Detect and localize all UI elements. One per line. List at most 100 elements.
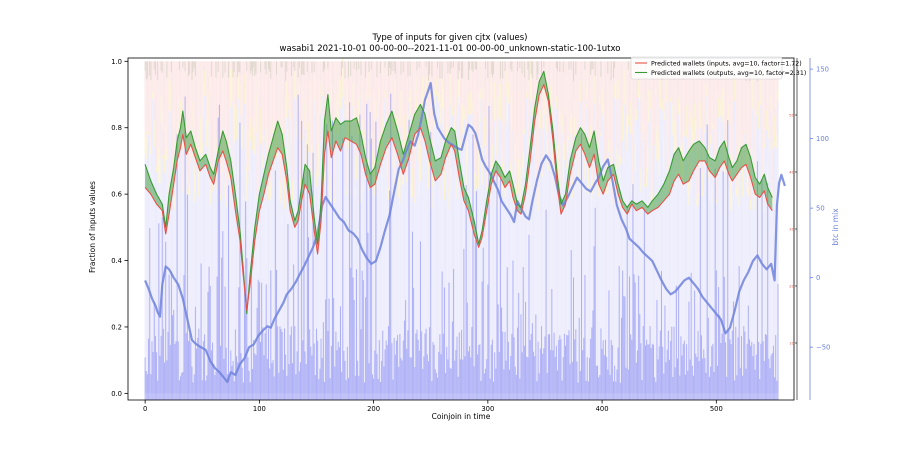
stripe-brown — [324, 61, 325, 69]
coinjoin-bar — [155, 336, 156, 400]
stripe-brown — [559, 61, 560, 72]
stripe-yellow — [173, 114, 174, 125]
stripe-brown — [188, 61, 189, 76]
stripe-pink — [265, 61, 266, 128]
coinjoin-bar — [145, 357, 146, 400]
stripe-brown — [532, 61, 533, 78]
stripe-yellow — [750, 200, 751, 210]
stripe-blue — [322, 96, 323, 394]
coinjoin-bar — [235, 329, 236, 400]
coinjoin-bar — [742, 376, 743, 400]
coinjoin-bar — [710, 367, 711, 400]
stripe-pink — [512, 61, 513, 178]
stripe-brown — [471, 61, 472, 70]
coinjoin-bar — [524, 346, 525, 400]
coinjoin-bar — [351, 136, 352, 400]
coinjoin-bar — [694, 291, 695, 400]
coinjoin-bar — [512, 261, 513, 400]
coinjoin-bar — [177, 134, 178, 400]
stripe-yellow — [486, 187, 487, 189]
stripe-yellow — [210, 190, 211, 205]
stripe-yellow — [640, 168, 641, 192]
stripe-blue — [539, 179, 540, 393]
stripe-pink — [607, 61, 608, 168]
coinjoin-bar — [398, 367, 399, 400]
coinjoin-bar — [211, 350, 212, 400]
stripe-pink — [631, 61, 632, 186]
stripe-pink — [227, 61, 228, 110]
stripe-yellow — [448, 186, 449, 209]
coinjoin-bar — [370, 112, 371, 400]
stripe-blue — [447, 157, 448, 394]
stripe-blue — [628, 126, 629, 393]
coinjoin-bar — [164, 363, 165, 400]
stripe-brown — [239, 61, 240, 72]
stripe-yellow — [307, 128, 308, 129]
stripe-brown — [543, 61, 544, 67]
stripe-brown — [222, 61, 223, 77]
stripe-pink — [235, 61, 236, 167]
stripe-pink — [538, 61, 539, 187]
coinjoin-bar — [562, 381, 563, 400]
stripe-yellow — [686, 105, 687, 138]
stripe-yellow — [244, 74, 245, 104]
stripe-pink — [526, 61, 527, 92]
coinjoin-bar — [445, 373, 446, 400]
stripe-yellow — [156, 166, 157, 172]
stripe-yellow — [597, 114, 598, 116]
coinjoin-bar — [749, 339, 750, 400]
stripe-pink — [549, 61, 550, 208]
coinjoin-bar — [747, 344, 748, 400]
coinjoin-bar — [588, 381, 589, 400]
stripe-brown — [511, 61, 512, 71]
stripe-yellow — [179, 96, 180, 107]
stripe-pink — [412, 61, 413, 168]
stripe-brown — [215, 61, 216, 77]
stripe-pink — [476, 61, 477, 176]
stripe-pink — [159, 61, 160, 159]
coinjoin-bar — [708, 318, 709, 400]
stripe-yellow — [346, 190, 347, 195]
stripe-yellow — [515, 144, 516, 175]
stripe-yellow — [347, 85, 348, 117]
stripe-blue — [398, 197, 399, 393]
coinjoin-bar — [772, 353, 773, 400]
coinjoin-bar — [378, 379, 379, 400]
coinjoin-bar — [669, 360, 670, 400]
coinjoin-bar — [239, 123, 240, 400]
coinjoin-bar — [574, 339, 575, 400]
coinjoin-bar — [322, 358, 323, 400]
stripe-yellow — [731, 180, 732, 210]
stripe-yellow — [151, 93, 152, 98]
stripe-yellow — [170, 81, 171, 111]
coinjoin-bar — [470, 357, 471, 400]
stripe-brown — [476, 61, 477, 70]
coinjoin-bar — [309, 329, 310, 400]
coinjoin-bar — [525, 302, 526, 400]
stripe-yellow — [197, 84, 198, 105]
coinjoin-bar — [503, 369, 504, 400]
stripe-blue — [484, 146, 485, 394]
stripe-blue — [289, 110, 290, 393]
stripe-brown — [254, 61, 255, 76]
coinjoin-bar — [760, 344, 761, 400]
stripe-blue — [431, 208, 432, 393]
y2-tick-label: 100 — [816, 135, 829, 143]
coinjoin-bar — [213, 364, 214, 400]
coinjoin-bar — [426, 329, 427, 400]
x-tick-label: 200 — [367, 405, 380, 413]
stripe-pink — [241, 61, 242, 85]
stripe-yellow — [618, 79, 619, 99]
coinjoin-bar — [225, 286, 226, 400]
stripe-pink — [618, 61, 619, 79]
coinjoin-bar — [743, 326, 744, 400]
coinjoin-bar — [675, 367, 676, 400]
stripe-yellow — [647, 147, 648, 171]
coinjoin-bar — [699, 361, 700, 400]
stripe-brown — [522, 61, 523, 73]
legend-label-outputs: Predicted wallets (outputs, avg=10, fact… — [651, 70, 806, 77]
stripe-pink — [485, 61, 486, 135]
coinjoin-bar — [692, 366, 693, 400]
coinjoin-bar — [169, 275, 170, 400]
stripe-pink — [562, 61, 563, 113]
